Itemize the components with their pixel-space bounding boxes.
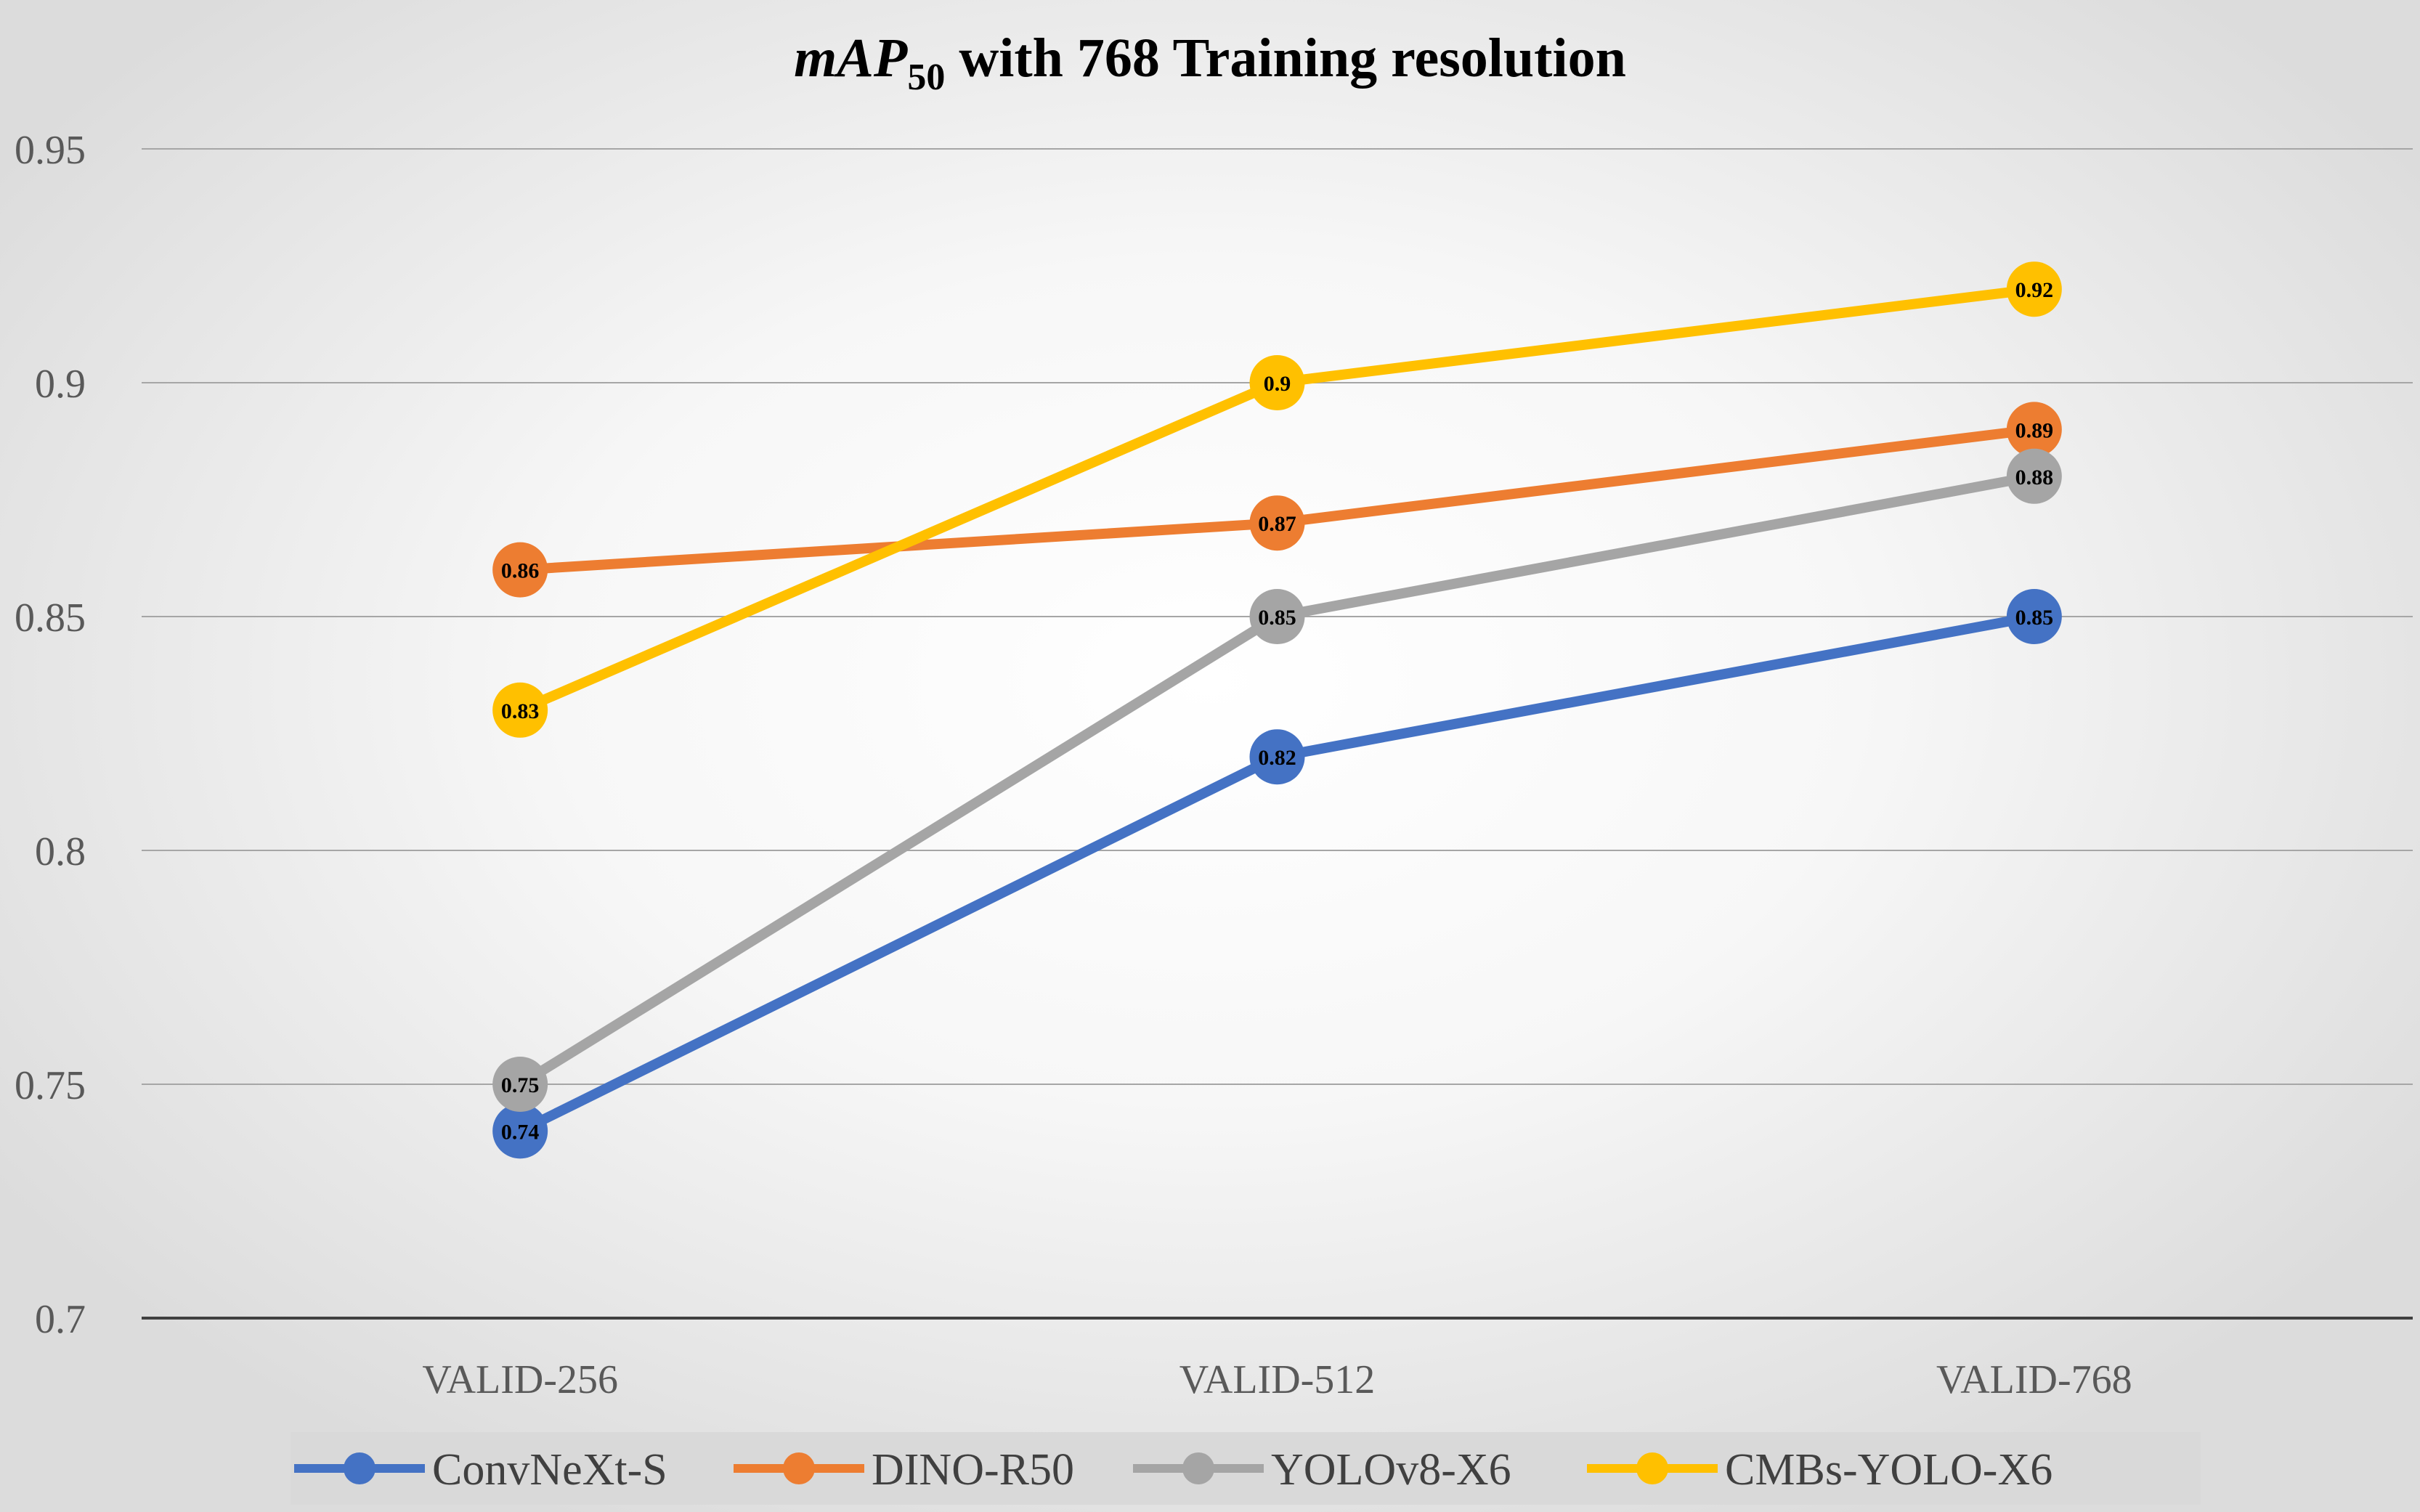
legend-marker — [1182, 1452, 1214, 1484]
data-label: 0.86 — [501, 559, 540, 583]
legend: ConvNeXt-S DINO-R50 YOLOv8-X6 CMBs-YOLO-X6 — [291, 1432, 2201, 1505]
data-point — [1249, 589, 1305, 644]
legend-marker — [344, 1452, 375, 1484]
data-label: 0.89 — [2015, 418, 2054, 442]
chart-title: mAP50 with 768 Training resolution — [794, 28, 1626, 98]
legend-label: YOLOv8-X6 — [1271, 1445, 1511, 1495]
data-point — [492, 682, 548, 738]
x-axis-ticks: VALID-256 VALID-512 VALID-768 — [422, 1357, 2132, 1402]
legend-marker — [1636, 1452, 1668, 1484]
data-point — [492, 1103, 548, 1159]
data-point — [1249, 495, 1305, 551]
data-label: 0.92 — [2015, 278, 2054, 302]
data-point — [2006, 261, 2062, 317]
title-italic: mAP — [794, 28, 908, 89]
data-label: 0.82 — [1258, 746, 1296, 770]
series-layer: 0.74 0.82 0.85 0.86 0.87 0.89 0.75 0.85 0.88 0.83… — [492, 261, 2062, 1159]
y-tick-label: 0.7 — [35, 1297, 86, 1342]
y-tick-label: 0.75 — [15, 1063, 86, 1108]
data-point — [492, 542, 548, 598]
legend-label: ConvNeXt-S — [432, 1445, 667, 1495]
legend-label: DINO-R50 — [872, 1445, 1074, 1495]
data-point — [492, 1057, 548, 1112]
data-point — [1249, 355, 1305, 410]
y-tick-label: 0.9 — [35, 362, 86, 407]
title-rest: with 768 Training resolution — [945, 28, 1626, 89]
series-line-0 — [515, 611, 2039, 1137]
data-label: 0.75 — [501, 1073, 540, 1097]
data-label: 0.85 — [1258, 606, 1296, 630]
data-label: 0.87 — [1258, 512, 1296, 536]
legend-label: CMBs-YOLO-X6 — [1725, 1445, 2052, 1495]
x-tick-label: VALID-256 — [422, 1357, 618, 1402]
x-tick-label: VALID-512 — [1179, 1357, 1376, 1402]
data-point — [2006, 448, 2062, 504]
data-label: 0.88 — [2015, 466, 2054, 489]
data-point — [2006, 402, 2062, 458]
title-subscript: 50 — [907, 57, 945, 98]
y-axis-ticks: 0.7 0.75 0.8 0.85 0.9 0.95 — [15, 128, 86, 1342]
data-point — [2006, 589, 2062, 644]
data-label: 0.85 — [2015, 606, 2054, 630]
data-label: 0.74 — [501, 1120, 540, 1144]
y-tick-label: 0.85 — [15, 596, 86, 641]
data-label: 0.83 — [501, 699, 540, 723]
legend-marker — [783, 1452, 815, 1484]
y-tick-label: 0.8 — [35, 829, 86, 874]
data-label: 0.9 — [1264, 372, 1291, 396]
x-tick-label: VALID-768 — [1936, 1357, 2132, 1402]
y-tick-label: 0.95 — [15, 128, 86, 173]
data-point — [1249, 729, 1305, 785]
